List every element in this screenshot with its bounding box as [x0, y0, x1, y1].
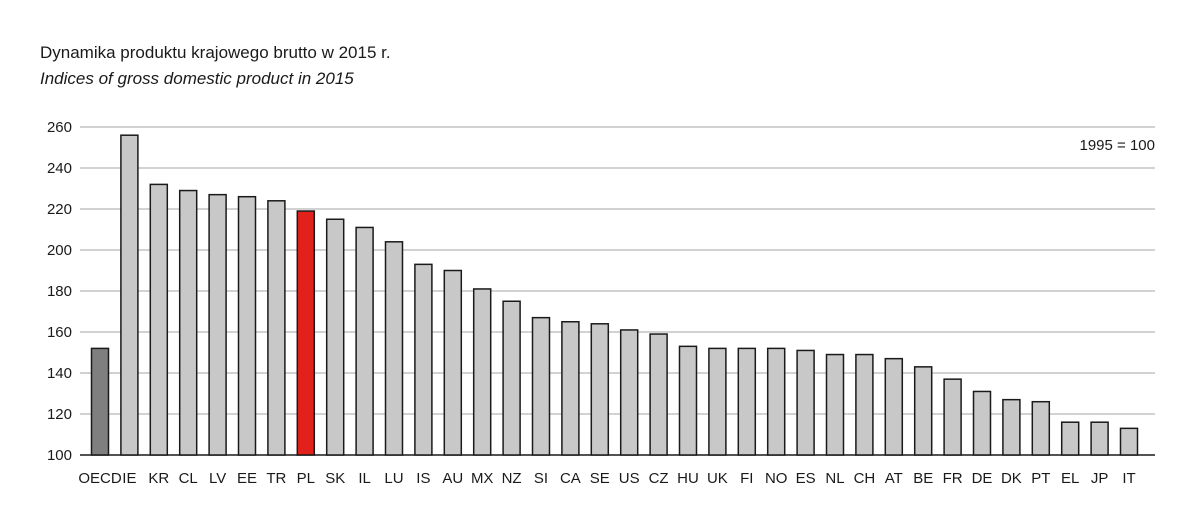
x-tick-label-ch: CH: [854, 470, 876, 487]
y-tick-label: 240: [47, 160, 72, 177]
bar-us: [619, 329, 639, 456]
y-tick-label: 260: [47, 119, 72, 136]
x-tick-label-pl: PL: [297, 470, 315, 487]
bar-fr: [943, 378, 962, 456]
bar-ca: [561, 321, 580, 456]
x-tick-label-nz: NZ: [502, 470, 522, 487]
bar-oecd: [90, 347, 110, 456]
bar-fi: [737, 347, 757, 456]
x-tick-label-il: IL: [358, 470, 371, 487]
y-tick-label: 160: [47, 324, 72, 341]
bar-dk: [1002, 398, 1021, 456]
bar-at: [884, 357, 904, 456]
bar-de: [972, 390, 992, 456]
x-tick-label-dk: DK: [1001, 470, 1022, 487]
bar-lv: [208, 193, 227, 456]
x-tick-label-au: AU: [442, 470, 463, 487]
x-tick-label-de: DE: [972, 470, 993, 487]
bar-pt: [1031, 400, 1051, 456]
bars: [90, 134, 1139, 456]
bar-nz: [502, 300, 521, 456]
x-tick-label-sk: SK: [325, 470, 345, 487]
chart-subtitle: Indices of gross domestic product in 201…: [40, 69, 354, 88]
bar-si: [531, 316, 551, 456]
x-tick-label-cl: CL: [179, 470, 198, 487]
bar-nl: [825, 353, 845, 456]
y-tick-label: 140: [47, 365, 72, 382]
y-tick-label: 180: [47, 283, 72, 300]
x-tick-label-oecd: OECD: [78, 470, 122, 487]
bar-ie: [120, 134, 139, 456]
chart-title: Dynamika produktu krajowego brutto w 201…: [40, 43, 391, 62]
y-tick-label: 220: [47, 201, 72, 218]
bar-cl: [178, 189, 198, 456]
bar-il: [355, 226, 374, 456]
bar-ch: [855, 353, 874, 456]
bar-lu: [384, 241, 404, 456]
x-tick-label-it: IT: [1122, 470, 1135, 487]
bar-au: [443, 269, 463, 456]
x-tick-label-uk: UK: [707, 470, 728, 487]
y-tick-label: 200: [47, 242, 72, 259]
x-tick-label-ca: CA: [560, 470, 581, 487]
y-tick-label: 120: [47, 406, 72, 423]
x-tick-label-jp: JP: [1091, 470, 1109, 487]
x-tick-label-si: SI: [534, 470, 548, 487]
bar-es: [796, 349, 815, 456]
x-tick-label-lu: LU: [384, 470, 403, 487]
x-tick-label-hu: HU: [677, 470, 699, 487]
bar-is: [414, 263, 433, 456]
x-tick-label-pt: PT: [1031, 470, 1050, 487]
bar-jp: [1090, 421, 1109, 456]
x-tick-label-us: US: [619, 470, 640, 487]
bar-kr: [149, 183, 169, 456]
x-tick-label-nl: NL: [825, 470, 844, 487]
bar-uk: [708, 347, 727, 456]
x-tick-label-tr: TR: [266, 470, 286, 487]
bar-se: [590, 323, 610, 456]
x-tick-labels: OECD IE KR CL LV EE TR PL SK IL LU IS AU MX NZ SI CA SE US…: [78, 470, 1135, 487]
base-year-note: 1995 = 100: [1080, 137, 1156, 154]
bar-hu: [678, 345, 698, 456]
x-tick-label-se: SE: [590, 470, 610, 487]
bar-cz: [649, 333, 668, 456]
x-tick-label-ie: IE: [122, 470, 136, 487]
x-tick-label-lv: LV: [209, 470, 226, 487]
bar-mx: [472, 288, 492, 456]
bar-tr: [267, 200, 286, 456]
x-tick-label-is: IS: [416, 470, 430, 487]
bar-sk: [325, 218, 345, 456]
bar-ee: [237, 195, 257, 456]
x-tick-label-mx: MX: [471, 470, 494, 487]
x-tick-label-at: AT: [885, 470, 903, 487]
bar-be: [913, 366, 933, 456]
bar-el: [1060, 421, 1080, 456]
x-tick-label-kr: KR: [148, 470, 169, 487]
x-tick-label-cz: CZ: [649, 470, 669, 487]
y-tick-label: 100: [47, 447, 72, 464]
x-tick-label-be: BE: [913, 470, 933, 487]
bar-it: [1119, 427, 1139, 456]
x-tick-label-ee: EE: [237, 470, 257, 487]
bar-pl: [296, 210, 316, 456]
x-tick-label-fr: FR: [943, 470, 963, 487]
x-tick-label-es: ES: [796, 470, 816, 487]
x-tick-label-no: NO: [765, 470, 788, 487]
bar-no: [766, 347, 786, 456]
x-tick-label-fi: FI: [740, 470, 753, 487]
x-tick-label-el: EL: [1061, 470, 1079, 487]
y-tick-labels: 100 120 140 160 180 200 220 240 260: [47, 119, 72, 464]
